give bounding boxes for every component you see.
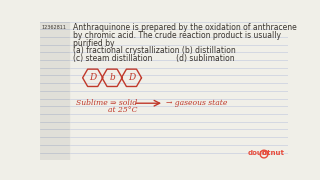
Text: purified by: purified by (73, 39, 114, 48)
Text: D: D (128, 73, 135, 82)
Text: at 25°C: at 25°C (108, 106, 138, 114)
Text: → gaseous state: → gaseous state (166, 99, 228, 107)
Text: doubtnut: doubtnut (248, 150, 285, 156)
Text: 12362811: 12362811 (42, 25, 67, 30)
Text: D: D (89, 73, 96, 82)
Text: Anthraquinone is prepared by the oxidation of anthracene: Anthraquinone is prepared by the oxidati… (73, 23, 296, 32)
Text: b: b (109, 73, 115, 82)
Text: Sublime ⇒ solid: Sublime ⇒ solid (76, 99, 137, 107)
Text: by chromic acid. The crude reaction product is usually: by chromic acid. The crude reaction prod… (73, 31, 281, 40)
Text: (c) steam distillation          (d) sublimation: (c) steam distillation (d) sublimation (73, 54, 234, 63)
Bar (40, 22, 69, 160)
Text: d: d (261, 150, 267, 156)
Text: (a) fractional crystallization (b) distillation: (a) fractional crystallization (b) disti… (73, 46, 235, 55)
